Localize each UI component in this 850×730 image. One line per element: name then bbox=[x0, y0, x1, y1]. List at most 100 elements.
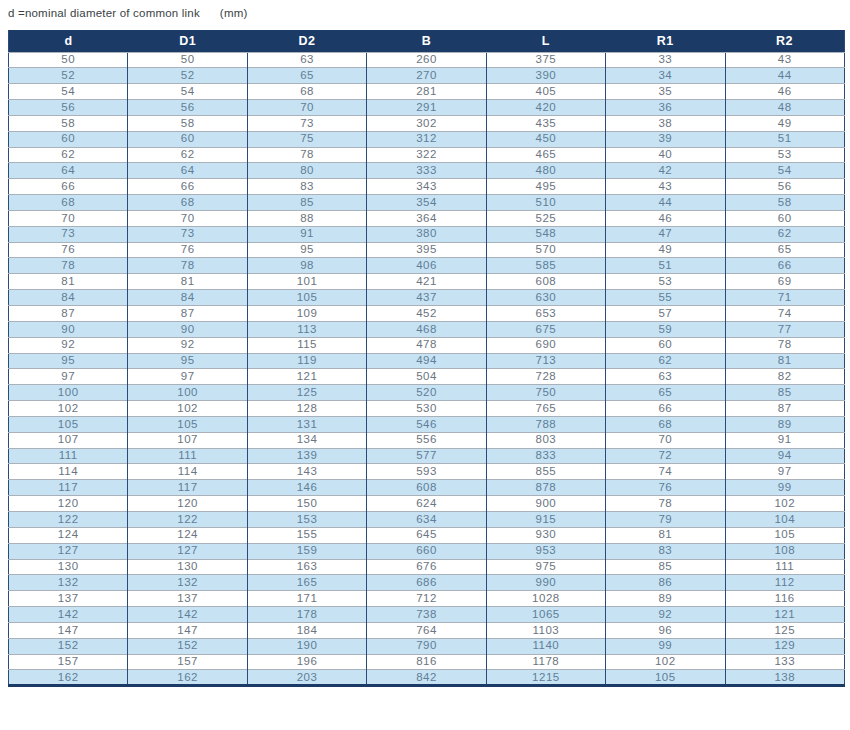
table-cell: 111 bbox=[128, 448, 247, 464]
table-cell: 66 bbox=[606, 401, 725, 417]
table-row: 1141141435938557497 bbox=[9, 464, 845, 480]
table-cell: 78 bbox=[128, 258, 247, 274]
table-cell: 56 bbox=[128, 100, 247, 116]
table-cell: 49 bbox=[725, 115, 844, 131]
table-cell: 68 bbox=[128, 195, 247, 211]
table-cell: 653 bbox=[486, 306, 605, 322]
table-cell: 125 bbox=[725, 622, 844, 638]
table-cell: 62 bbox=[128, 147, 247, 163]
table-cell: 129 bbox=[725, 638, 844, 654]
table-cell: 81 bbox=[606, 527, 725, 543]
table-cell: 510 bbox=[486, 195, 605, 211]
table-cell: 99 bbox=[606, 638, 725, 654]
table-row: 137137171712102889116 bbox=[9, 591, 845, 607]
table-cell: 163 bbox=[247, 559, 366, 575]
table-cell: 343 bbox=[367, 179, 486, 195]
table-cell: 81 bbox=[128, 274, 247, 290]
table-row: 95951194947136281 bbox=[9, 353, 845, 369]
table-cell: 130 bbox=[9, 559, 128, 575]
table-cell: 62 bbox=[725, 226, 844, 242]
table-cell: 146 bbox=[247, 480, 366, 496]
table-row: 12212215363491579104 bbox=[9, 511, 845, 527]
table-cell: 76 bbox=[9, 242, 128, 258]
table-cell: 98 bbox=[247, 258, 366, 274]
table-cell: 101 bbox=[247, 274, 366, 290]
table-cell: 133 bbox=[725, 654, 844, 670]
note-text: d =nominal diameter of common link bbox=[8, 7, 200, 19]
table-cell: 120 bbox=[9, 496, 128, 512]
table-cell: 738 bbox=[367, 607, 486, 623]
table-cell: 56 bbox=[9, 100, 128, 116]
table-cell: 92 bbox=[9, 337, 128, 353]
table-cell: 60 bbox=[606, 337, 725, 353]
table-cell: 102 bbox=[128, 401, 247, 417]
table-cell: 117 bbox=[128, 480, 247, 496]
table-cell: 131 bbox=[247, 416, 366, 432]
table-cell: 114 bbox=[9, 464, 128, 480]
table-cell: 92 bbox=[128, 337, 247, 353]
table-cell: 70 bbox=[9, 210, 128, 226]
table-cell: 34 bbox=[606, 68, 725, 84]
table-cell: 91 bbox=[247, 226, 366, 242]
column-header-d2: D2 bbox=[247, 30, 366, 52]
table-row: 152152190790114099129 bbox=[9, 638, 845, 654]
table-cell: 159 bbox=[247, 543, 366, 559]
table-cell: 76 bbox=[128, 242, 247, 258]
table-cell: 56 bbox=[725, 179, 844, 195]
table-cell: 121 bbox=[725, 607, 844, 623]
table-cell: 577 bbox=[367, 448, 486, 464]
table-cell: 105 bbox=[606, 670, 725, 686]
table-cell: 312 bbox=[367, 131, 486, 147]
table-cell: 712 bbox=[367, 591, 486, 607]
table-cell: 40 bbox=[606, 147, 725, 163]
table-cell: 1178 bbox=[486, 654, 605, 670]
table-cell: 556 bbox=[367, 432, 486, 448]
dimension-table: d D1 D2 B L R1 R2 5050632603753343525265… bbox=[8, 30, 845, 687]
table-cell: 125 bbox=[247, 385, 366, 401]
table-row: 12412415564593081105 bbox=[9, 527, 845, 543]
table-cell: 150 bbox=[247, 496, 366, 512]
table-cell: 86 bbox=[606, 575, 725, 591]
table-cell: 525 bbox=[486, 210, 605, 226]
table-cell: 65 bbox=[725, 242, 844, 258]
table-cell: 60 bbox=[128, 131, 247, 147]
table-cell: 1140 bbox=[486, 638, 605, 654]
table-cell: 803 bbox=[486, 432, 605, 448]
table-row: 1171171466088787699 bbox=[9, 480, 845, 496]
table-cell: 79 bbox=[606, 511, 725, 527]
table-cell: 89 bbox=[725, 416, 844, 432]
table-cell: 68 bbox=[247, 84, 366, 100]
table-cell: 162 bbox=[128, 670, 247, 686]
table-cell: 63 bbox=[247, 52, 366, 68]
table-cell: 83 bbox=[247, 179, 366, 195]
table-row: 1051051315467886889 bbox=[9, 416, 845, 432]
table-row: 7373913805484762 bbox=[9, 226, 845, 242]
table-cell: 184 bbox=[247, 622, 366, 638]
table-cell: 119 bbox=[247, 353, 366, 369]
table-cell: 60 bbox=[725, 210, 844, 226]
table-cell: 87 bbox=[9, 306, 128, 322]
table-cell: 142 bbox=[128, 607, 247, 623]
table-cell: 816 bbox=[367, 654, 486, 670]
table-cell: 87 bbox=[725, 401, 844, 417]
table-cell: 420 bbox=[486, 100, 605, 116]
table-row: 6868853545104458 bbox=[9, 195, 845, 211]
table-cell: 452 bbox=[367, 306, 486, 322]
table-header: d D1 D2 B L R1 R2 bbox=[9, 30, 845, 52]
table-cell: 155 bbox=[247, 527, 366, 543]
table-cell: 65 bbox=[247, 68, 366, 84]
table-row: 5656702914203648 bbox=[9, 100, 845, 116]
table-cell: 102 bbox=[725, 496, 844, 512]
table-cell: 437 bbox=[367, 290, 486, 306]
table-cell: 55 bbox=[606, 290, 725, 306]
table-cell: 495 bbox=[486, 179, 605, 195]
table-cell: 121 bbox=[247, 369, 366, 385]
table-cell: 44 bbox=[606, 195, 725, 211]
table-cell: 81 bbox=[9, 274, 128, 290]
table-cell: 1065 bbox=[486, 607, 605, 623]
table-cell: 84 bbox=[9, 290, 128, 306]
column-header-r1: R1 bbox=[606, 30, 725, 52]
table-cell: 790 bbox=[367, 638, 486, 654]
table-cell: 842 bbox=[367, 670, 486, 686]
table-row: 5050632603753343 bbox=[9, 52, 845, 68]
